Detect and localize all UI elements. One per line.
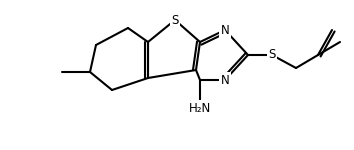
- Text: S: S: [171, 14, 179, 27]
- Text: N: N: [221, 24, 229, 36]
- Text: S: S: [268, 48, 276, 62]
- Text: H₂N: H₂N: [189, 102, 211, 114]
- Text: N: N: [221, 74, 229, 87]
